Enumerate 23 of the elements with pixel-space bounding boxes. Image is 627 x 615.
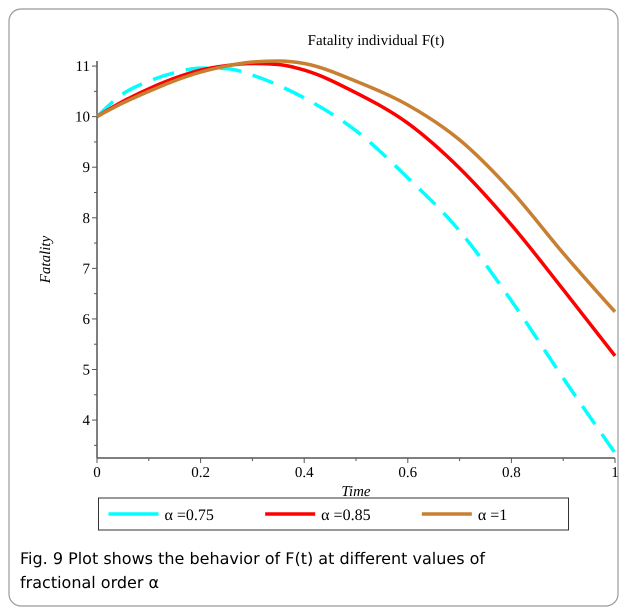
x-tick-label: 0.8 — [502, 465, 521, 481]
y-tick-label: 6 — [82, 312, 90, 328]
caption: Fig. 9 Plot shows the behavior of F(t) at different values of fractional order α — [20, 549, 486, 592]
x-tick-label: 0.4 — [294, 465, 314, 481]
legend-label: α =0.85 — [321, 507, 371, 524]
x-tick-label: 0 — [93, 465, 101, 481]
y-tick-label: 5 — [82, 362, 90, 378]
x-tick-label: 0.6 — [398, 465, 418, 481]
x-axis-title: Time — [341, 484, 371, 500]
y-tick-label: 11 — [76, 59, 90, 76]
y-tick-label: 9 — [82, 160, 90, 176]
y-tick-label: 10 — [75, 110, 90, 126]
x-tick-label: 0.2 — [191, 465, 210, 481]
line-series — [95, 66, 617, 455]
line-series — [95, 59, 617, 314]
x-tick-label: 1 — [611, 465, 619, 481]
y-axis-title: Fatality — [38, 235, 54, 284]
y-tick-label: 8 — [82, 210, 90, 227]
legend-label: α =1 — [478, 507, 508, 524]
chart-title: Fatality individual F(t) — [308, 33, 444, 49]
legend-label: α =0.75 — [164, 507, 214, 524]
y-tick-label: 4 — [82, 413, 90, 430]
y-tick-label: 7 — [82, 261, 90, 278]
